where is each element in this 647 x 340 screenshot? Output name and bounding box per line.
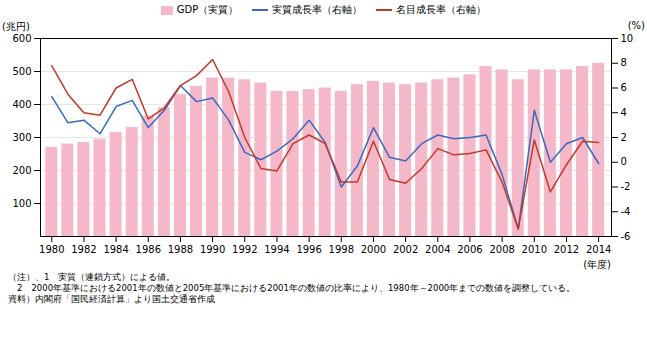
html-text:GDP（実質）: GDP（実質） — [176, 4, 239, 15]
html-text:実質成長率（右軸）: 実質成長率（右軸） — [272, 4, 363, 15]
svg-text:1988: 1988 — [168, 244, 193, 255]
svg-text:-6: -6 — [621, 231, 631, 242]
svg-text:100: 100 — [12, 198, 31, 209]
svg-text:2006: 2006 — [457, 244, 482, 255]
svg-text:2004: 2004 — [425, 244, 450, 255]
svg-text:2000: 2000 — [361, 244, 386, 255]
svg-text:-2: -2 — [621, 181, 631, 192]
svg-text:1994: 1994 — [264, 244, 289, 255]
svg-text:1984: 1984 — [103, 244, 128, 255]
svg-text:300: 300 — [12, 132, 31, 143]
svg-text:500: 500 — [12, 66, 31, 77]
svg-text:2014: 2014 — [586, 244, 611, 255]
svg-text:400: 400 — [12, 99, 31, 110]
svg-text:6: 6 — [621, 82, 627, 93]
svg-text:600: 600 — [12, 33, 31, 44]
svg-text:4: 4 — [621, 107, 627, 118]
svg-text:1996: 1996 — [296, 244, 321, 255]
html-text:2 2000年基準における2001年の数値と2005年基準に: 2 2000年基準における2001年の数値と2005年基準における2001年の数… — [8, 283, 576, 293]
html-text:（注）、1 実質（連鎖方式）による値。: （注）、1 実質（連鎖方式）による値。 — [8, 272, 176, 282]
svg-text:1992: 1992 — [232, 244, 257, 255]
svg-text:2012: 2012 — [554, 244, 579, 255]
svg-text:2010: 2010 — [522, 244, 547, 255]
html-text:(年度): (年度) — [583, 259, 611, 270]
svg-text:-4: -4 — [621, 206, 631, 217]
svg-text:1982: 1982 — [71, 244, 96, 255]
svg-text:2002: 2002 — [393, 244, 418, 255]
svg-text:1998: 1998 — [329, 244, 354, 255]
svg-text:1986: 1986 — [136, 244, 161, 255]
svg-text:1980: 1980 — [39, 244, 64, 255]
svg-text:10: 10 — [621, 33, 634, 44]
svg-text:1990: 1990 — [200, 244, 225, 255]
svg-text:200: 200 — [12, 165, 31, 176]
html-text:資料）内閣府「国民経済計算」より国土交通省作成: 資料）内閣府「国民経済計算」より国土交通省作成 — [8, 294, 215, 304]
svg-text:8: 8 — [621, 57, 627, 68]
html-text:(兆円): (兆円) — [2, 21, 30, 32]
svg-text:2: 2 — [621, 132, 627, 143]
html-text:名目成長率（右軸）: 名目成長率（右軸） — [396, 4, 487, 15]
svg-text:2008: 2008 — [489, 244, 514, 255]
svg-text:0: 0 — [621, 156, 627, 167]
